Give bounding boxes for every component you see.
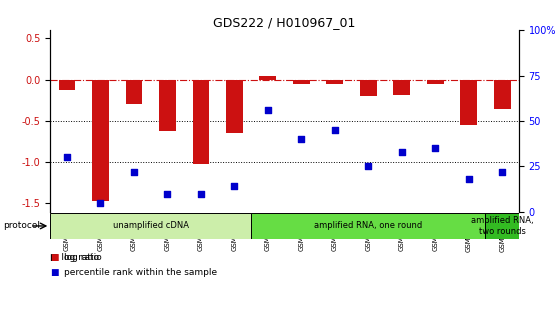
Bar (360, 80, 377, 96)
Point (330, 127, 339, 133)
Point (129, 169, 138, 174)
Point (364, 164, 373, 169)
Text: unamplified cDNA: unamplified cDNA (113, 221, 189, 230)
Text: amplified RNA,
two rounds: amplified RNA, two rounds (471, 216, 533, 236)
Point (230, 183, 239, 189)
Point (297, 136, 306, 142)
Text: log ratio: log ratio (64, 253, 102, 261)
Bar (393, 80, 410, 94)
Point (397, 149, 406, 155)
Bar (59, 80, 75, 90)
Text: ■: ■ (50, 253, 59, 261)
Point (464, 176, 473, 182)
Text: percentile rank within the sample: percentile rank within the sample (64, 268, 217, 277)
Bar (251, 213, 485, 239)
Point (263, 108, 272, 113)
Bar (159, 80, 176, 131)
Text: ■: ■ (50, 268, 59, 277)
Point (62, 155, 71, 160)
Point (196, 191, 205, 196)
Bar (460, 80, 477, 125)
Bar (326, 80, 343, 84)
Text: amplified RNA, one round: amplified RNA, one round (314, 221, 422, 230)
Point (96, 200, 105, 205)
Point (498, 169, 507, 174)
Title: GDS222 / H010967_01: GDS222 / H010967_01 (213, 16, 356, 29)
Bar (226, 80, 243, 133)
Point (431, 145, 440, 151)
Bar (427, 80, 444, 84)
Point (163, 191, 172, 196)
Bar (494, 80, 511, 109)
Bar (485, 213, 519, 239)
Text: protocol: protocol (3, 221, 40, 230)
Bar (193, 80, 209, 164)
Text: ■ log ratio: ■ log ratio (50, 253, 99, 261)
Bar (50, 213, 251, 239)
Bar (92, 80, 109, 201)
Bar (293, 80, 310, 84)
Bar (126, 80, 142, 104)
Bar (259, 76, 276, 80)
